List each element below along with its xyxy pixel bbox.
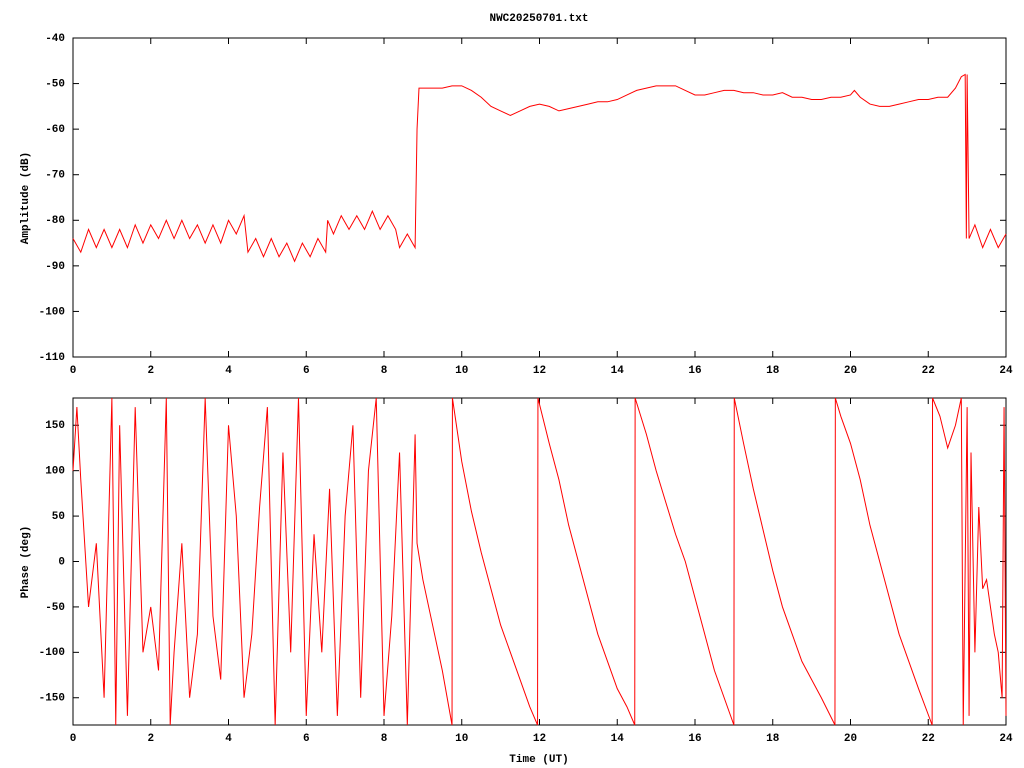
x-tick-label: 2	[147, 365, 154, 377]
y-tick-label: -50	[45, 602, 65, 614]
x-tick-label: 18	[766, 733, 780, 745]
y-tick-label: -100	[39, 306, 65, 318]
x-tick-label: 10	[455, 733, 468, 745]
y-tick-label: -110	[39, 352, 65, 364]
y-tick-label: 50	[52, 511, 65, 523]
x-axis-label: Time (UT)	[509, 754, 568, 766]
x-tick-label: 20	[844, 365, 857, 377]
x-tick-label: 8	[381, 733, 388, 745]
x-tick-label: 18	[766, 365, 780, 377]
x-tick-label: 24	[999, 365, 1013, 377]
y-tick-label: 150	[45, 420, 65, 432]
y-tick-label: -150	[39, 693, 65, 705]
x-tick-label: 4	[225, 365, 232, 377]
x-tick-label: 2	[147, 733, 154, 745]
y-tick-label: -100	[39, 647, 65, 659]
y-tick-label: -70	[45, 170, 65, 182]
x-tick-label: 6	[303, 733, 310, 745]
x-tick-label: 16	[688, 365, 701, 377]
y-axis-label: Phase (deg)	[20, 526, 32, 599]
x-tick-label: 14	[611, 365, 625, 377]
y-tick-label: 100	[45, 466, 65, 478]
y-tick-label: -40	[45, 33, 65, 45]
y-tick-label: -50	[45, 78, 65, 90]
x-tick-label: 22	[922, 365, 935, 377]
x-tick-label: 4	[225, 733, 232, 745]
y-tick-label: -90	[45, 261, 65, 273]
y-axis-label: Amplitude (dB)	[20, 152, 32, 244]
x-tick-label: 14	[611, 733, 625, 745]
x-tick-label: 0	[70, 733, 77, 745]
y-tick-label: -80	[45, 215, 65, 227]
x-tick-label: 24	[999, 733, 1013, 745]
x-tick-label: 0	[70, 365, 77, 377]
chart-title: NWC20250701.txt	[489, 13, 588, 25]
x-tick-label: 22	[922, 733, 935, 745]
data-line	[72, 73, 1007, 263]
x-tick-label: 12	[533, 733, 546, 745]
x-tick-label: 10	[455, 365, 468, 377]
x-tick-label: 8	[381, 365, 388, 377]
x-tick-label: 6	[303, 365, 310, 377]
y-tick-label: -60	[45, 124, 65, 136]
y-tick-label: 0	[58, 556, 65, 568]
x-tick-label: 16	[688, 733, 701, 745]
x-tick-label: 12	[533, 365, 546, 377]
data-line	[72, 397, 1007, 726]
x-tick-label: 20	[844, 733, 857, 745]
